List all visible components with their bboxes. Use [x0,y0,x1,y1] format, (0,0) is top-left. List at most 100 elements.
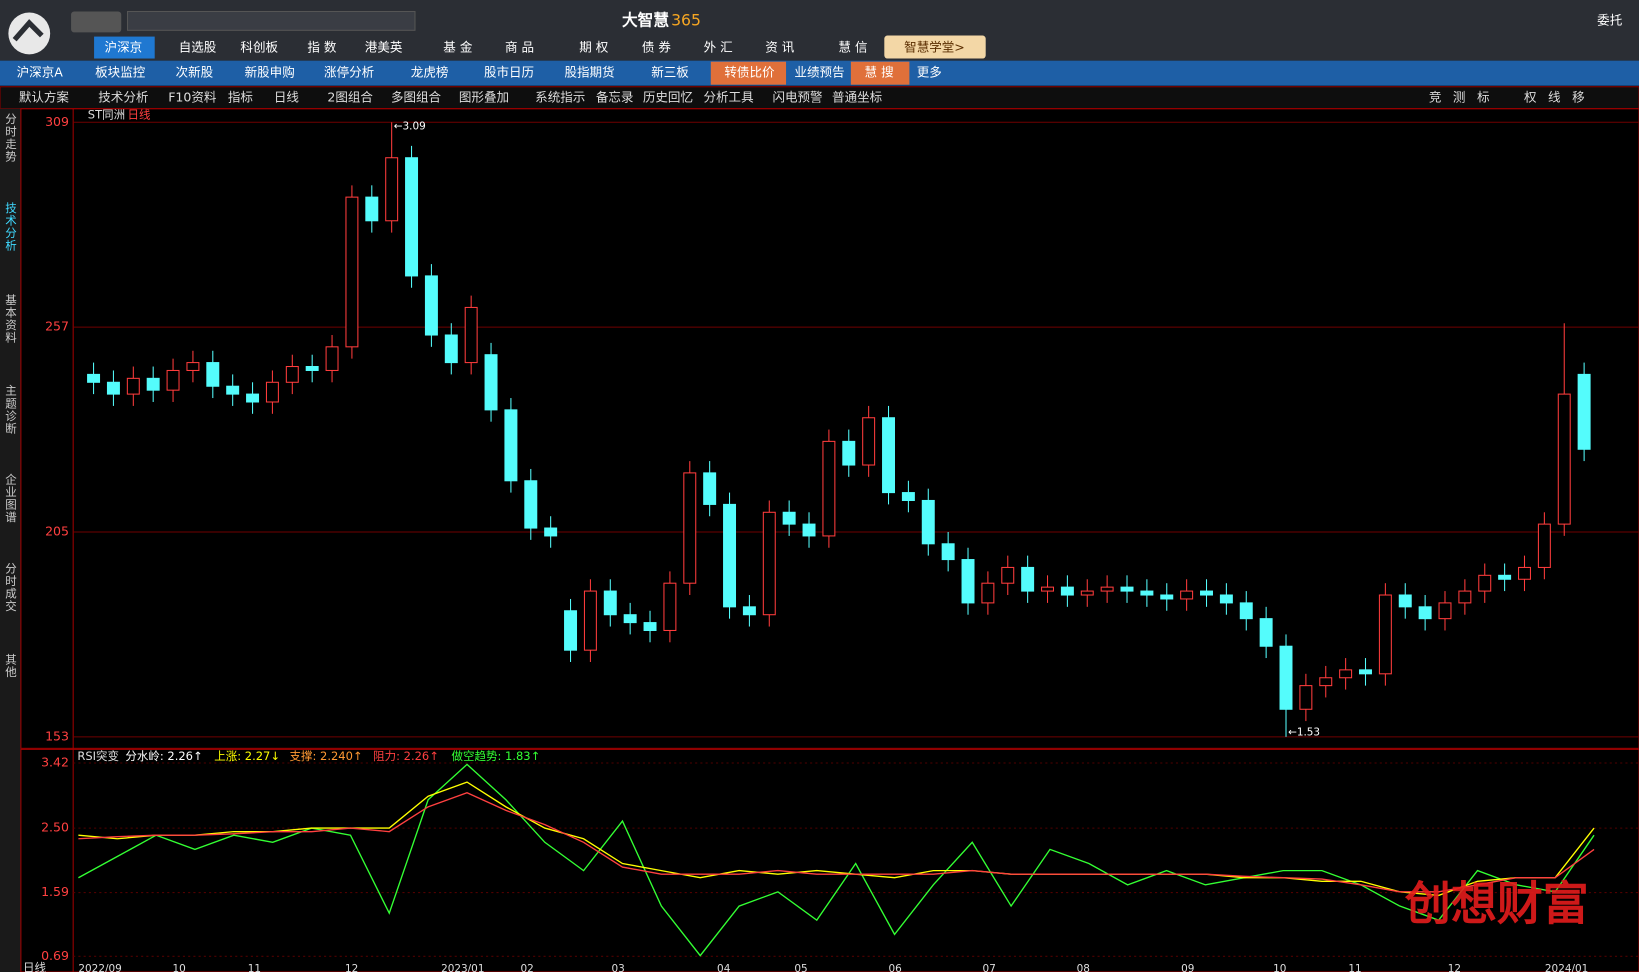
toolbar-button[interactable]: 日线 [274,90,300,105]
sidebar-tab[interactable]: 其他 [4,653,18,678]
toolbar-button[interactable]: 多图组合 [391,90,442,105]
sidebar-tab[interactable]: 分时成交 [4,562,18,612]
candle-body [146,377,160,391]
toolbar-button[interactable]: 技术分析 [98,90,148,105]
academy-bg [884,35,986,59]
toolbar-button[interactable]: 分析工具 [703,90,754,105]
nav-tab[interactable]: 商 品 [505,40,534,55]
nav-tab[interactable]: 沪深京 [105,40,143,55]
nav2-tab[interactable]: 新股申购 [245,65,295,80]
toolbar-button[interactable]: 普通坐标 [832,90,882,105]
nav-tab[interactable]: 智慧学堂> [904,40,965,55]
nav-tab[interactable]: 科创板 [240,40,278,55]
toolbar-button[interactable]: 闪电预警 [772,90,823,105]
toolbar-icon[interactable]: 权 [1524,90,1537,105]
x-tick-label: 11 [1348,963,1361,972]
candle-body [405,157,419,277]
nav-tab[interactable]: 自选股 [179,40,217,55]
candle-body [1080,590,1094,596]
toolbar-button[interactable]: 2图组合 [327,90,373,105]
toolbar-icon[interactable]: 标 [1477,90,1490,105]
x-tick-label: 12 [345,963,358,972]
nav2-tab[interactable]: 龙虎榜 [411,65,449,80]
toolbar-icon[interactable]: 竞 [1429,90,1442,105]
x-tick-label: 05 [794,963,807,972]
watermark: 创想财富 [1405,877,1589,931]
candle-body [1100,586,1114,592]
nav-tab[interactable]: 债 券 [642,40,672,55]
toolbar-button[interactable]: 图形叠加 [459,90,509,105]
candle-body [325,346,339,371]
nav-tab[interactable]: 慧 信 [838,40,867,55]
entrust[interactable]: 委托 [1597,12,1623,27]
candle-body [464,306,478,364]
toolbar-icon[interactable]: 移 [1572,90,1585,105]
sidebar-tab[interactable]: 技术分析 [4,202,18,252]
candle-body [782,511,796,525]
toolbar-button[interactable]: 指标 [228,90,253,105]
candle-body [305,366,319,371]
x-tick-label: 10 [172,963,185,972]
candle-body [1378,594,1392,675]
period-label: 日线 [23,960,46,972]
nav2-tab[interactable]: 涨停分析 [324,65,374,80]
nav2-tab[interactable]: 业绩预告 [794,65,844,80]
sidebar-tab[interactable]: 企业图谱 [4,473,18,524]
candle-body [1041,586,1055,592]
nav2-tab[interactable]: 板块监控 [95,65,146,80]
nav-tab[interactable]: 资 讯 [765,40,795,55]
x-tick-label: 11 [248,963,261,972]
candle-body [1180,590,1194,600]
y-tick-label: 205 [45,523,69,538]
nav2-tab[interactable]: 转债比价 [724,65,775,80]
legend-item: 分水岭: 2.26↑ [125,749,202,763]
sidebar-tab[interactable]: 主题诊断 [4,385,18,435]
candle-body [564,610,578,651]
nav2-tab[interactable]: 更多 [917,65,942,80]
candle-body [762,511,776,616]
candle-body [981,582,995,604]
nav2-tab[interactable]: 沪深京A [17,65,64,80]
nav-tab[interactable]: 指 数 [307,40,337,55]
candle-body [484,354,498,411]
nav-tab[interactable]: 港美英 [365,40,403,55]
toolbar-button[interactable]: 历史回忆 [643,90,693,105]
sidebar-tab[interactable]: 基本资料 [4,294,18,344]
candle-body [285,366,299,383]
address-bar[interactable] [127,10,416,31]
nav-tab[interactable]: 外 汇 [704,40,733,55]
nav2-tab[interactable]: 慧 搜 [865,65,895,80]
toolbar-icon[interactable]: 测 [1453,90,1466,105]
nav2-tab[interactable]: 次新股 [176,65,214,80]
nav2-tab[interactable]: 股市日历 [484,65,534,80]
app-title: 大智慧 [622,10,669,29]
candle-body [345,196,359,348]
candle-body [206,362,220,387]
nav-tab[interactable]: 期 权 [579,40,609,55]
candle-body [1418,606,1432,620]
candle-body [1219,594,1233,604]
x-tick-label: 07 [983,963,996,972]
sidebar-tab[interactable]: 分时走势 [4,113,18,163]
nav2-tab[interactable]: 股指期货 [564,65,614,80]
toolbar-icon[interactable]: 线 [1548,90,1561,105]
stock-name: ST同洲 [88,107,125,121]
candle-body [1458,590,1472,604]
nav-tab[interactable]: 基 金 [443,40,473,55]
logo-mark [12,19,44,42]
toolbar-button[interactable]: 备忘录 [596,90,634,105]
candle-body [186,362,200,371]
candle-body [802,523,816,537]
candle-body [1299,685,1313,710]
x-tick-label: 06 [888,963,901,972]
toolbar-button[interactable]: 系统指示 [535,90,585,105]
back-button[interactable] [71,11,122,33]
candle-body [504,409,518,482]
candle-body [842,440,856,466]
candle-body [1319,677,1333,687]
price-annotation: ←3.09 [394,120,426,132]
candle-body [822,440,836,537]
toolbar-button[interactable]: F10资料 [168,90,217,105]
toolbar-button[interactable]: 默认方案 [19,90,70,105]
nav2-tab[interactable]: 新三板 [651,65,689,80]
